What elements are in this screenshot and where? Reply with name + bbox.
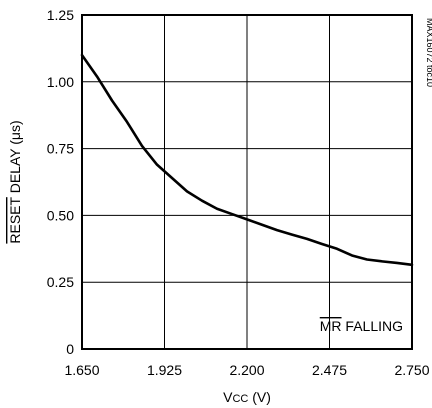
- x-tick-label: 1.925: [147, 362, 182, 378]
- x-tick-label: 2.475: [312, 362, 347, 378]
- y-axis-label-reset: RESET: [7, 196, 23, 243]
- annotation-mr-falling: MR FALLING: [320, 318, 403, 334]
- y-tick-label: 1.25: [47, 7, 74, 23]
- y-axis-label-rest: DELAY (μs): [7, 120, 23, 197]
- x-tick-labels: 1.650 1.925 2.200 2.475 2.750: [64, 362, 429, 378]
- series-line: [80, 53, 414, 267]
- y-tick-label: 1.00: [47, 74, 74, 90]
- x-axis-label-unit: (V): [248, 389, 271, 405]
- y-tick-label: 0.25: [47, 274, 74, 290]
- annotation-mr: MR: [320, 318, 342, 334]
- x-axis-label-subscript: CC: [232, 393, 248, 405]
- y-tick-label: 0: [66, 341, 74, 357]
- x-axis-label-v: V: [223, 389, 233, 405]
- y-tick-labels: 0 0.25 0.50 0.75 1.00 1.25: [47, 7, 74, 357]
- y-axis-label: RESET DELAY (μs): [7, 120, 23, 243]
- y-tick-label: 0.50: [47, 207, 74, 223]
- part-number-note: MAX16072 toc10: [425, 18, 432, 87]
- series-group: [80, 53, 414, 267]
- gridlines: [82, 15, 412, 349]
- y-tick-label: 0.75: [47, 141, 74, 157]
- x-tick-label: 2.750: [394, 362, 429, 378]
- x-axis-label: VCC (V): [223, 389, 271, 405]
- x-tick-label: 1.650: [64, 362, 99, 378]
- x-tick-label: 2.200: [229, 362, 264, 378]
- annotation-falling: FALLING: [342, 318, 403, 334]
